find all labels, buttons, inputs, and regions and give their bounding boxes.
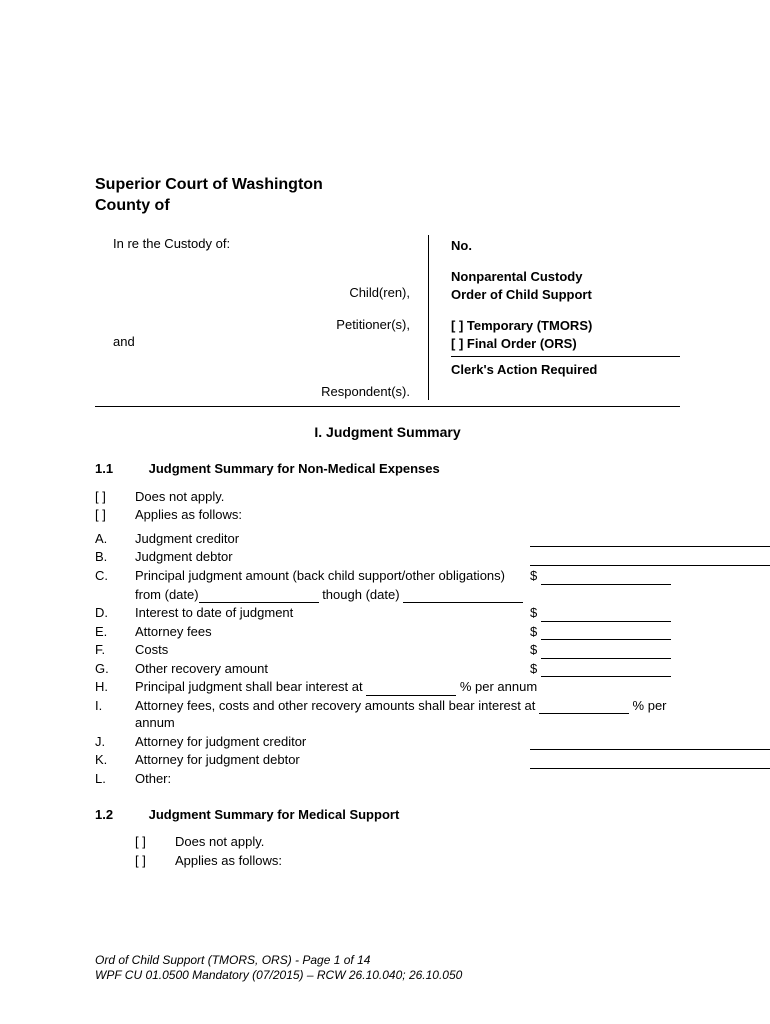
row-c: C. Principal judgment amount (back child… — [95, 567, 680, 585]
text-h-a: Principal judgment shall bear interest a… — [135, 679, 366, 694]
letter-b: B. — [95, 548, 135, 566]
text-k: Attorney for judgment debtor — [135, 751, 530, 769]
caption-box: In re the Custody of: Child(ren), Petiti… — [95, 235, 680, 408]
blank-field[interactable] — [530, 565, 770, 566]
row-a: A. Judgment creditor — [95, 530, 680, 548]
section-11-title: Judgment Summary for Non-Medical Expense… — [149, 461, 440, 476]
checkbox[interactable]: [ ] — [95, 488, 135, 506]
letter-j: J. — [95, 733, 135, 751]
letter-i: I. — [95, 697, 135, 715]
section-12-num: 1.2 — [95, 806, 145, 824]
in-re-label: In re the Custody of: — [113, 235, 428, 253]
text-b: Judgment debtor — [135, 548, 530, 566]
row-d: D. Interest to date of judgment $ — [95, 604, 680, 622]
and-label: and — [113, 333, 428, 351]
court-line2: County of — [95, 196, 680, 217]
blank-field[interactable] — [199, 602, 319, 603]
s12-opt-applies-row[interactable]: [ ] Applies as follows: — [135, 852, 680, 870]
court-line1: Superior Court of Washington — [95, 175, 680, 196]
letter-d: D. — [95, 604, 135, 622]
row-g: G. Other recovery amount $ — [95, 660, 680, 678]
s11-opt-dna: Does not apply. — [135, 488, 680, 506]
clerk-action: Clerk's Action Required — [451, 356, 680, 379]
blank-field[interactable] — [541, 658, 671, 659]
s11-opt-applies-row[interactable]: [ ] Applies as follows: — [95, 506, 680, 524]
row-f: F. Costs $ — [95, 641, 680, 659]
row-h: H. Principal judgment shall bear interes… — [95, 678, 680, 696]
opt-final[interactable]: [ ] Final Order (ORS) — [451, 335, 680, 353]
row-e: E. Attorney fees $ — [95, 623, 680, 641]
checkbox[interactable]: [ ] — [135, 852, 175, 870]
text-h-b: % per annum — [456, 679, 537, 694]
text-i-a: Attorney fees, costs and other recovery … — [135, 698, 539, 713]
dollar-sign: $ — [530, 568, 537, 583]
row-c-dates: from (date) though (date) — [95, 586, 680, 604]
text-e: Attorney fees — [135, 623, 530, 641]
blank-field[interactable] — [530, 768, 770, 769]
letter-k: K. — [95, 751, 135, 769]
text-f: Costs — [135, 641, 530, 659]
s11-opt-dna-row[interactable]: [ ] Does not apply. — [95, 488, 680, 506]
section-i-title: I. Judgment Summary — [95, 423, 680, 442]
section-12-heading: 1.2 Judgment Summary for Medical Support — [95, 806, 680, 824]
blank-field[interactable] — [366, 695, 456, 696]
dollar-sign: $ — [530, 605, 537, 620]
from-date-label: from (date) — [135, 587, 199, 602]
letter-c: C. — [95, 567, 135, 585]
section-12-title: Judgment Summary for Medical Support — [149, 807, 400, 822]
row-i: I. Attorney fees, costs and other recove… — [95, 697, 680, 732]
blank-field[interactable] — [541, 621, 671, 622]
caption-right: No. Nonparental Custody Order of Child S… — [428, 235, 680, 401]
row-b: B. Judgment debtor — [95, 548, 680, 566]
section-11-num: 1.1 — [95, 460, 145, 478]
text-d: Interest to date of judgment — [135, 604, 530, 622]
blank-field[interactable] — [530, 749, 770, 750]
s12-opt-dna: Does not apply. — [175, 833, 680, 851]
letter-a: A. — [95, 530, 135, 548]
order-title-2: Order of Child Support — [451, 286, 680, 304]
section-11-heading: 1.1 Judgment Summary for Non-Medical Exp… — [95, 460, 680, 478]
though-date-label: though (date) — [319, 587, 404, 602]
letter-h: H. — [95, 678, 135, 696]
letter-e: E. — [95, 623, 135, 641]
letter-f: F. — [95, 641, 135, 659]
letter-g: G. — [95, 660, 135, 678]
text-c: Principal judgment amount (back child su… — [135, 567, 530, 585]
s12-opt-dna-row[interactable]: [ ] Does not apply. — [135, 833, 680, 851]
blank-field[interactable] — [539, 713, 629, 714]
children-label: Child(ren), — [113, 284, 428, 302]
court-title: Superior Court of Washington County of — [95, 175, 680, 217]
text-a: Judgment creditor — [135, 530, 530, 548]
blank-field[interactable] — [541, 676, 671, 677]
petitioners-label: Petitioner(s), — [113, 316, 428, 334]
case-no-label: No. — [451, 237, 680, 255]
s11-opt-applies: Applies as follows: — [135, 506, 680, 524]
blank-field[interactable] — [530, 546, 770, 547]
respondents-label: Respondent(s). — [113, 383, 428, 401]
letter-l: L. — [95, 770, 135, 788]
caption-left: In re the Custody of: Child(ren), Petiti… — [95, 235, 428, 401]
s12-opt-applies: Applies as follows: — [175, 852, 680, 870]
dollar-sign: $ — [530, 642, 537, 657]
blank-field[interactable] — [403, 602, 523, 603]
dollar-sign: $ — [530, 624, 537, 639]
text-g: Other recovery amount — [135, 660, 530, 678]
checkbox[interactable]: [ ] — [95, 506, 135, 524]
footer-line1: Ord of Child Support (TMORS, ORS) - Page… — [95, 953, 462, 969]
blank-field[interactable] — [541, 639, 671, 640]
text-j: Attorney for judgment creditor — [135, 733, 530, 751]
dollar-sign: $ — [530, 661, 537, 676]
row-k: K. Attorney for judgment debtor — [95, 751, 680, 769]
opt-temporary[interactable]: [ ] Temporary (TMORS) — [451, 317, 680, 335]
text-l: Other: — [135, 770, 680, 788]
row-j: J. Attorney for judgment creditor — [95, 733, 680, 751]
checkbox[interactable]: [ ] — [135, 833, 175, 851]
order-title-1: Nonparental Custody — [451, 268, 680, 286]
row-l: L. Other: — [95, 770, 680, 788]
blank-field[interactable] — [541, 584, 671, 585]
footer-line2: WPF CU 01.0500 Mandatory (07/2015) – RCW… — [95, 968, 462, 984]
page-footer: Ord of Child Support (TMORS, ORS) - Page… — [95, 953, 462, 984]
